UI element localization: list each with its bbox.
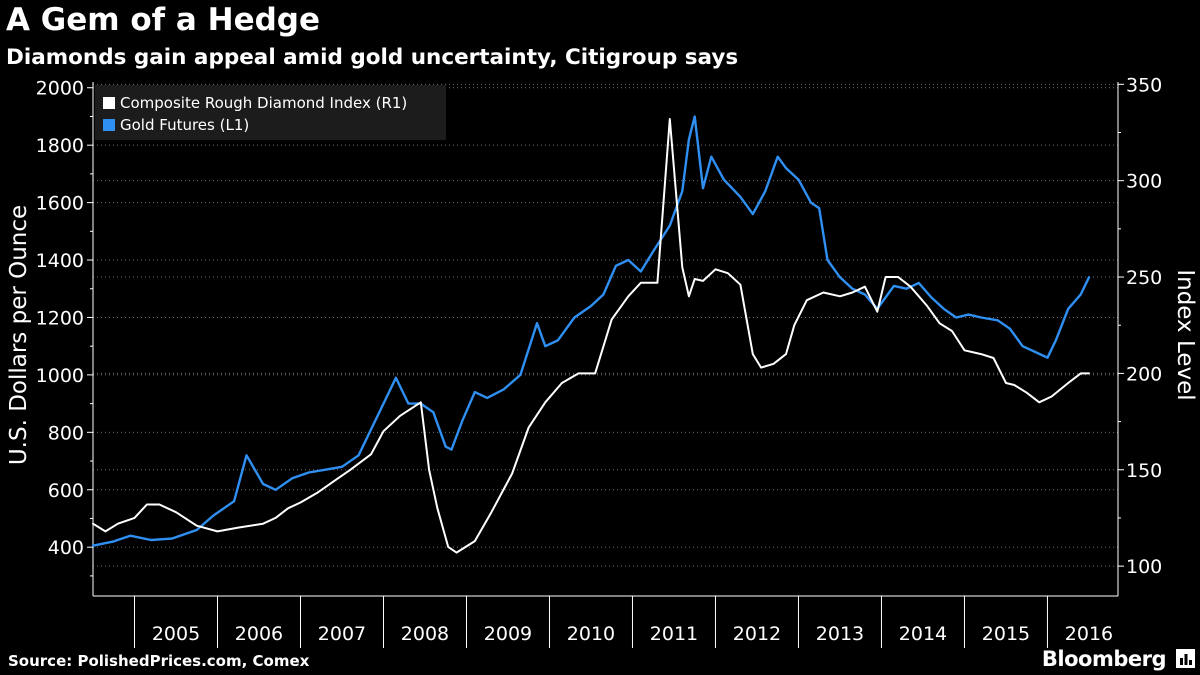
- y-left-tick-label: 600: [48, 480, 84, 502]
- axis-labels: 400 600 800 1000 1200 1400 1600 1800 2000 100 150 2…: [6, 74, 1198, 645]
- y-left-tick-label: 2000: [36, 78, 84, 100]
- chart-subtitle: Diamonds gain appeal amid gold uncertain…: [6, 45, 739, 70]
- legend: Composite Rough Diamond Index (R1) Gold F…: [95, 85, 446, 140]
- grid-lines: [93, 83, 1118, 567]
- y-right-tick-label: 350: [1126, 74, 1162, 96]
- x-tick-label: 2010: [567, 623, 615, 645]
- y-left-axis-title: U.S. Dollars per Ounce: [6, 205, 32, 465]
- x-tick-label: 2012: [733, 623, 781, 645]
- x-tick-label: 2005: [152, 623, 200, 645]
- y-left-tick-label: 1200: [36, 307, 84, 329]
- y-right-tick-label: 150: [1126, 460, 1162, 482]
- source-note: Source: PolishedPrices.com, Comex: [8, 652, 310, 670]
- bar-chart-icon: [1176, 649, 1195, 668]
- x-tick-label: 2008: [401, 623, 449, 645]
- x-tick-label: 2011: [650, 623, 698, 645]
- x-tick-label: 2015: [982, 623, 1030, 645]
- legend-box: [95, 85, 446, 140]
- gold-futures-line: [91, 115, 1091, 547]
- y-left-tick-label: 1800: [36, 135, 84, 157]
- y-right-tick-label: 300: [1126, 171, 1162, 193]
- y-left-tick-label: 400: [48, 537, 84, 559]
- x-tick-label: 2009: [484, 623, 532, 645]
- axes: [87, 82, 1124, 648]
- y-right-axis-title: Index Level: [1172, 269, 1198, 400]
- y-left-tick-label: 1600: [36, 193, 84, 215]
- y-left-tick-label: 1400: [36, 250, 84, 272]
- x-tick-label: 2013: [816, 623, 864, 645]
- legend-swatch: [103, 119, 115, 131]
- y-left-tick-label: 800: [48, 422, 84, 444]
- chart-title: A Gem of a Hedge: [6, 2, 321, 38]
- x-tick-label: 2016: [1065, 623, 1113, 645]
- x-tick-label: 2006: [235, 623, 283, 645]
- x-tick-label: 2007: [318, 623, 366, 645]
- x-tick-label: 2014: [899, 623, 947, 645]
- legend-label: Composite Rough Diamond Index (R1): [120, 94, 407, 112]
- legend-swatch: [103, 97, 115, 109]
- y-right-tick-label: 200: [1126, 363, 1162, 385]
- legend-label: Gold Futures (L1): [120, 116, 249, 134]
- series-layer: [91, 115, 1091, 554]
- y-right-tick-label: 100: [1126, 556, 1162, 578]
- brand-logo: Bloomberg: [1041, 647, 1167, 671]
- y-left-tick-label: 1000: [36, 365, 84, 387]
- diamond-index-line: [92, 118, 1090, 554]
- y-right-tick-label: 250: [1126, 267, 1162, 289]
